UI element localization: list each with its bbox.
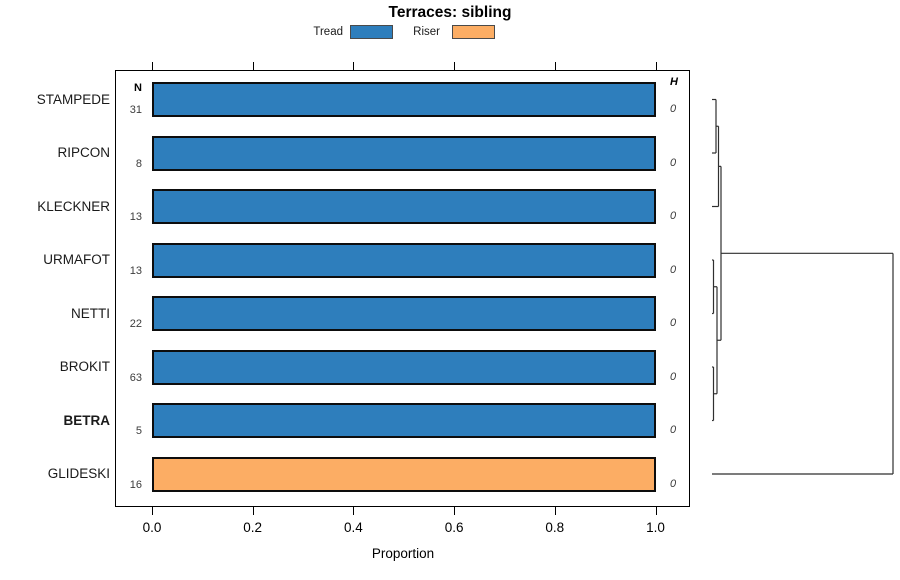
h-value: 0	[670, 370, 677, 383]
x-axis-tick	[152, 507, 153, 515]
category-label-betra: BETRA	[63, 412, 111, 428]
x-axis-tick	[655, 507, 657, 515]
x-axis-top-tick	[454, 62, 456, 70]
h-value: 0	[670, 477, 677, 490]
n-value: 22	[129, 318, 142, 330]
n-value: 16	[129, 478, 142, 491]
x-axis-top-tick	[152, 62, 153, 70]
x-axis-tick	[554, 507, 556, 515]
x-axis-top-tick	[554, 62, 556, 70]
category-label-stampede: STAMPEDE	[36, 91, 110, 107]
x-tick-label: 0.6	[444, 520, 464, 535]
n-value: 8	[135, 157, 142, 170]
x-axis-tick	[454, 507, 456, 515]
h-value: 0	[670, 210, 677, 222]
bar-tread-ripcon	[152, 135, 656, 171]
legend-label-riser: Riser	[413, 26, 440, 38]
legend-label-tread: Tread	[313, 26, 343, 38]
category-label-ripcon: RIPCON	[57, 145, 110, 160]
h-value: 0	[670, 156, 677, 169]
bar-riser-glideski	[152, 456, 656, 492]
category-label-brokit: BROKIT	[59, 359, 110, 374]
h-column-header: H	[670, 76, 678, 88]
bar-tread-brokit	[152, 349, 656, 385]
legend-swatch-tread	[350, 25, 393, 39]
bar-tread-urmafot	[152, 242, 656, 278]
n-value: 63	[129, 371, 142, 384]
x-axis-title: Proportion	[371, 546, 435, 561]
bar-tread-stampede	[152, 82, 656, 117]
category-label-urmafot: URMAFOT	[43, 252, 110, 267]
n-column-header: N	[134, 82, 142, 94]
x-axis-tick	[353, 507, 355, 515]
chart-title: Terraces: sibling	[388, 4, 512, 21]
bar-tread-betra	[152, 403, 656, 438]
n-value: 5	[135, 425, 142, 437]
n-value: 31	[129, 104, 142, 116]
x-axis-top-tick	[353, 62, 355, 70]
x-axis-tick	[252, 507, 254, 515]
category-label-glideski: GLIDESKI	[47, 466, 110, 481]
h-value: 0	[670, 317, 677, 329]
x-tick-label: 0.0	[142, 520, 162, 535]
x-tick-label: 0.4	[344, 520, 363, 535]
legend-swatch-riser	[452, 25, 495, 39]
n-value: 13	[129, 211, 142, 223]
n-value: 13	[129, 264, 142, 277]
h-value: 0	[670, 103, 677, 115]
x-tick-label: 0.2	[243, 520, 263, 535]
h-value: 0	[670, 424, 677, 436]
h-value: 0	[670, 263, 677, 276]
category-label-kleckner: KLECKNER	[37, 198, 110, 214]
x-tick-label: 0.8	[545, 520, 565, 535]
bar-tread-kleckner	[152, 189, 656, 224]
x-axis-top-tick	[655, 62, 657, 70]
category-label-netti: NETTI	[71, 305, 110, 321]
bar-tread-netti	[152, 296, 656, 331]
x-axis-top-tick	[252, 62, 254, 70]
x-tick-label: 1.0	[646, 520, 665, 535]
